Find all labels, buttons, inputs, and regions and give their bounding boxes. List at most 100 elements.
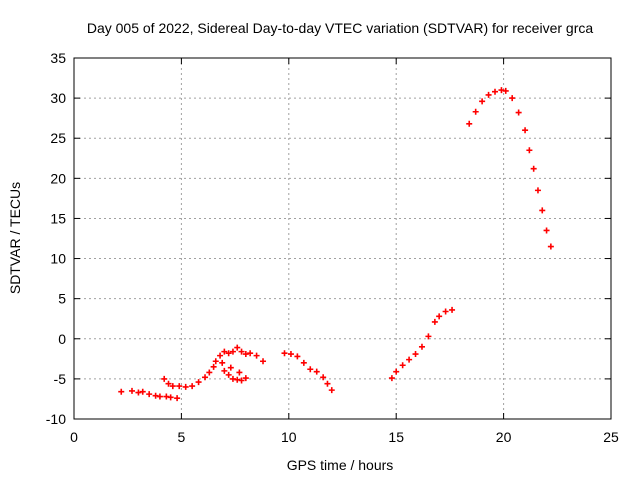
data-point bbox=[328, 387, 335, 394]
y-tick-label: -10 bbox=[46, 411, 66, 427]
data-point bbox=[412, 351, 419, 358]
data-point bbox=[253, 352, 260, 359]
data-point bbox=[498, 87, 505, 94]
data-point bbox=[221, 367, 228, 374]
data-point bbox=[485, 91, 492, 98]
data-point bbox=[206, 369, 213, 376]
data-point bbox=[135, 389, 142, 396]
data-point bbox=[221, 348, 228, 355]
data-point bbox=[229, 375, 236, 382]
data-point bbox=[388, 375, 395, 382]
data-point bbox=[406, 356, 413, 363]
x-tick-label: 10 bbox=[281, 429, 297, 445]
data-point bbox=[182, 383, 189, 390]
data-point bbox=[225, 350, 232, 357]
data-point bbox=[234, 376, 241, 383]
y-tick-label: 30 bbox=[50, 90, 66, 106]
data-point bbox=[128, 387, 135, 394]
data-point bbox=[425, 333, 432, 340]
data-point bbox=[174, 395, 181, 402]
x-tick-label: 0 bbox=[70, 429, 78, 445]
x-tick-label: 25 bbox=[603, 429, 619, 445]
data-point bbox=[472, 108, 479, 115]
data-point bbox=[195, 379, 202, 386]
y-tick-label: 0 bbox=[58, 331, 66, 347]
data-point bbox=[242, 375, 249, 382]
data-point bbox=[492, 88, 499, 95]
data-point bbox=[161, 375, 168, 382]
data-point bbox=[431, 318, 438, 325]
data-point bbox=[294, 353, 301, 360]
data-point bbox=[393, 368, 400, 375]
y-tick-label: 5 bbox=[58, 291, 66, 307]
data-point bbox=[543, 227, 550, 234]
data-point bbox=[539, 207, 546, 214]
data-point bbox=[212, 358, 219, 365]
data-point bbox=[442, 308, 449, 315]
data-point bbox=[418, 343, 425, 350]
data-point bbox=[189, 383, 196, 390]
data-point bbox=[217, 352, 224, 359]
y-tick-label: 25 bbox=[50, 130, 66, 146]
data-point bbox=[146, 391, 153, 398]
data-point bbox=[324, 380, 331, 387]
data-point bbox=[466, 120, 473, 127]
data-point bbox=[139, 388, 146, 395]
axis-ticks: 0 5 10 15 20 25 -10 -5 0 5 10 15 20 25 30 35 bbox=[46, 50, 619, 445]
y-tick-label: 15 bbox=[50, 210, 66, 226]
data-point bbox=[479, 98, 486, 105]
data-point bbox=[236, 369, 243, 376]
data-point bbox=[399, 362, 406, 369]
data-point bbox=[238, 348, 245, 355]
data-point bbox=[169, 383, 176, 390]
y-tick-label: 10 bbox=[50, 251, 66, 267]
data-point bbox=[163, 393, 170, 400]
data-point bbox=[118, 388, 125, 395]
data-point bbox=[238, 377, 245, 384]
data-series bbox=[118, 87, 554, 402]
chart-title: Day 005 of 2022, Sidereal Day-to-day VTE… bbox=[87, 20, 593, 36]
data-point bbox=[307, 366, 314, 373]
data-point bbox=[225, 371, 232, 378]
x-tick-label: 15 bbox=[388, 429, 404, 445]
data-point bbox=[234, 344, 241, 351]
data-point bbox=[502, 87, 509, 94]
x-axis-label: GPS time / hours bbox=[287, 457, 394, 473]
y-tick-label: -5 bbox=[54, 371, 67, 387]
y-tick-label: 35 bbox=[50, 50, 66, 66]
data-point bbox=[509, 95, 516, 102]
data-point bbox=[260, 358, 267, 365]
y-axis-label: SDTVAR / TECUs bbox=[7, 182, 23, 294]
data-point bbox=[300, 359, 307, 366]
y-tick-label: 20 bbox=[50, 170, 66, 186]
data-point bbox=[449, 306, 456, 313]
data-point bbox=[530, 165, 537, 172]
data-point bbox=[165, 380, 172, 387]
data-point bbox=[202, 374, 209, 381]
data-point bbox=[247, 350, 254, 357]
data-point bbox=[534, 187, 541, 194]
plot-frame bbox=[73, 57, 612, 420]
data-point bbox=[152, 392, 159, 399]
data-point bbox=[227, 364, 234, 371]
grid bbox=[74, 58, 611, 419]
data-point bbox=[515, 109, 522, 116]
data-point bbox=[242, 351, 249, 358]
x-tick-label: 5 bbox=[178, 429, 186, 445]
data-point bbox=[287, 351, 294, 358]
data-point bbox=[167, 394, 174, 401]
x-tick-label: 20 bbox=[496, 429, 512, 445]
data-point bbox=[522, 127, 529, 134]
data-point bbox=[547, 243, 554, 250]
data-point bbox=[219, 359, 226, 366]
data-point bbox=[156, 393, 163, 400]
data-point bbox=[320, 374, 327, 381]
data-point bbox=[176, 383, 183, 390]
data-point bbox=[313, 368, 320, 375]
data-point bbox=[229, 348, 236, 355]
data-point bbox=[210, 363, 217, 370]
data-point bbox=[436, 313, 443, 320]
data-point bbox=[281, 350, 288, 357]
data-point bbox=[526, 147, 533, 154]
